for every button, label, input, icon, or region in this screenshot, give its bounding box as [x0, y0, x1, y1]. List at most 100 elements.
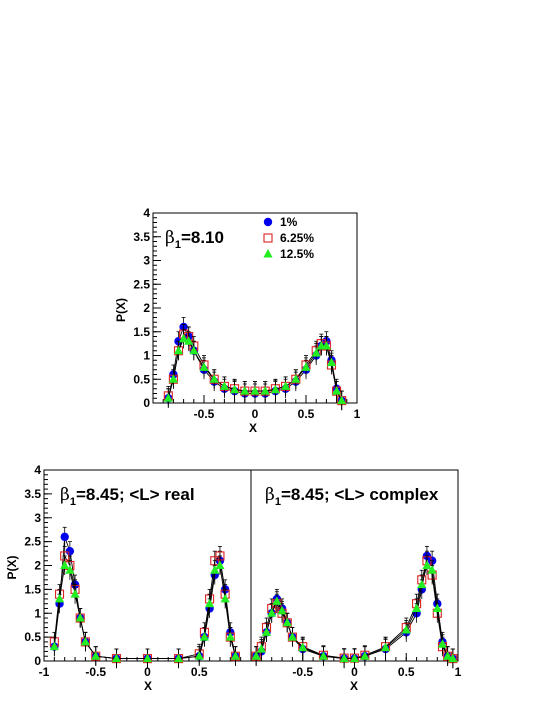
data-point [422, 560, 432, 569]
series-1% [50, 526, 240, 669]
data-point [111, 653, 122, 663]
panel-annotation: β1=8.45; <L> complex [265, 485, 439, 508]
x-tick-label: 0.5 [191, 665, 208, 679]
data-point [219, 381, 229, 390]
data-point [437, 639, 448, 648]
y-tick-label: 0 [34, 654, 41, 668]
data-point [281, 381, 291, 390]
data-point [173, 653, 184, 663]
data-point [332, 386, 342, 395]
data-point [179, 333, 189, 343]
data-point [60, 560, 70, 569]
data-point [250, 386, 260, 395]
panel-bottom-left: 0 0.5 1 1.5 2 2.5 3 3.5 4 -1 -0.5 0 0.5 X P(X) β1=8.45;… [5, 463, 252, 693]
data-point [349, 653, 360, 663]
y-tick-label: 3 [34, 511, 41, 525]
data-point [311, 348, 321, 357]
x-tick-label: 1 [455, 665, 462, 679]
x-tick-label: 0.5 [398, 665, 415, 679]
x-tick-label: 1 [354, 407, 361, 421]
data-point [209, 374, 219, 383]
panel-annotation: β1=8.45; <L> real [60, 485, 195, 508]
data-point [251, 651, 261, 660]
x-tick-label: -0.5 [292, 665, 313, 679]
data-point [54, 593, 65, 603]
legend-label: 1% [280, 215, 298, 229]
y-tick-label: 4 [34, 463, 41, 477]
series-12.5% [49, 555, 241, 669]
data-point [194, 651, 204, 660]
data-point [205, 598, 215, 608]
data-point [380, 642, 391, 652]
data-point [215, 560, 225, 569]
data-point [270, 384, 280, 394]
y-tick-label: 0.5 [24, 630, 41, 644]
y-tick-label: 2 [34, 559, 41, 573]
legend-marker [263, 217, 273, 227]
data-point [65, 565, 75, 574]
data-point [448, 653, 458, 663]
data-point [287, 632, 297, 641]
y-tick-label: 1 [34, 606, 41, 620]
series-12.5% [163, 328, 347, 411]
x-tick-label: 0 [252, 407, 259, 421]
data-point [417, 579, 427, 589]
x-tick-label: -0.5 [85, 665, 106, 679]
data-point [173, 345, 184, 355]
y-tick-label: 3.5 [24, 487, 41, 501]
legend: 1% 6.25% 12.5% [263, 215, 314, 261]
y-axis-label: P(X) [5, 555, 19, 579]
panel-annotation: β1=8.10 [165, 228, 224, 251]
data-point [339, 653, 349, 663]
data-point [184, 336, 194, 345]
data-point [318, 651, 329, 660]
data-point [220, 593, 230, 603]
x-tick-label: -1 [39, 665, 50, 679]
data-point [272, 596, 282, 605]
y-tick-label: 0.5 [133, 372, 150, 386]
data-point [427, 565, 437, 574]
y-tick-label: 1.5 [24, 582, 41, 596]
x-tick-label: -0.5 [194, 407, 215, 421]
data-point [267, 608, 277, 617]
x-tick-label: 0.5 [298, 407, 315, 421]
data-point [70, 589, 80, 598]
data-point [326, 357, 337, 367]
y-tick-label: 1 [143, 349, 150, 363]
data-point [60, 532, 69, 542]
x-tick-label: 0 [351, 665, 358, 679]
data-point [261, 627, 272, 636]
data-point [337, 395, 347, 405]
legend-marker [263, 249, 273, 258]
data-point [230, 384, 240, 394]
data-point [256, 644, 266, 653]
x-tick-label: 0 [144, 665, 151, 679]
data-point [260, 386, 270, 395]
y-tick-label: 3 [143, 254, 150, 268]
y-tick-label: 2 [143, 301, 150, 315]
data-point [230, 651, 241, 660]
x-axis-label: X [350, 679, 358, 693]
y-tick-label: 1.5 [133, 325, 150, 339]
y-tick-label: 2.5 [24, 535, 41, 549]
y-axis-label: P(X) [114, 298, 128, 322]
data-point [199, 632, 210, 641]
data-point [80, 636, 90, 646]
data-point [432, 603, 442, 612]
legend-label: 6.25% [280, 231, 314, 245]
legend-marker [263, 233, 273, 243]
series-12.5% [251, 555, 458, 669]
y-tick-label: 4 [143, 206, 150, 220]
y-tick-label: 2.5 [133, 277, 150, 291]
data-point [199, 362, 209, 371]
data-point [168, 374, 178, 383]
data-point [142, 653, 153, 663]
panel-top: 0 0.5 1 1.5 2 2.5 3 3.5 4 -0.5 0 0.5 1 X P(X) β1=8.10 1%… [114, 206, 361, 435]
x-axis-label: X [144, 679, 152, 693]
data-point [282, 617, 292, 627]
data-point [49, 641, 59, 651]
data-point [298, 642, 308, 652]
data-point [240, 386, 250, 395]
y-tick-label: 3.5 [133, 230, 150, 244]
